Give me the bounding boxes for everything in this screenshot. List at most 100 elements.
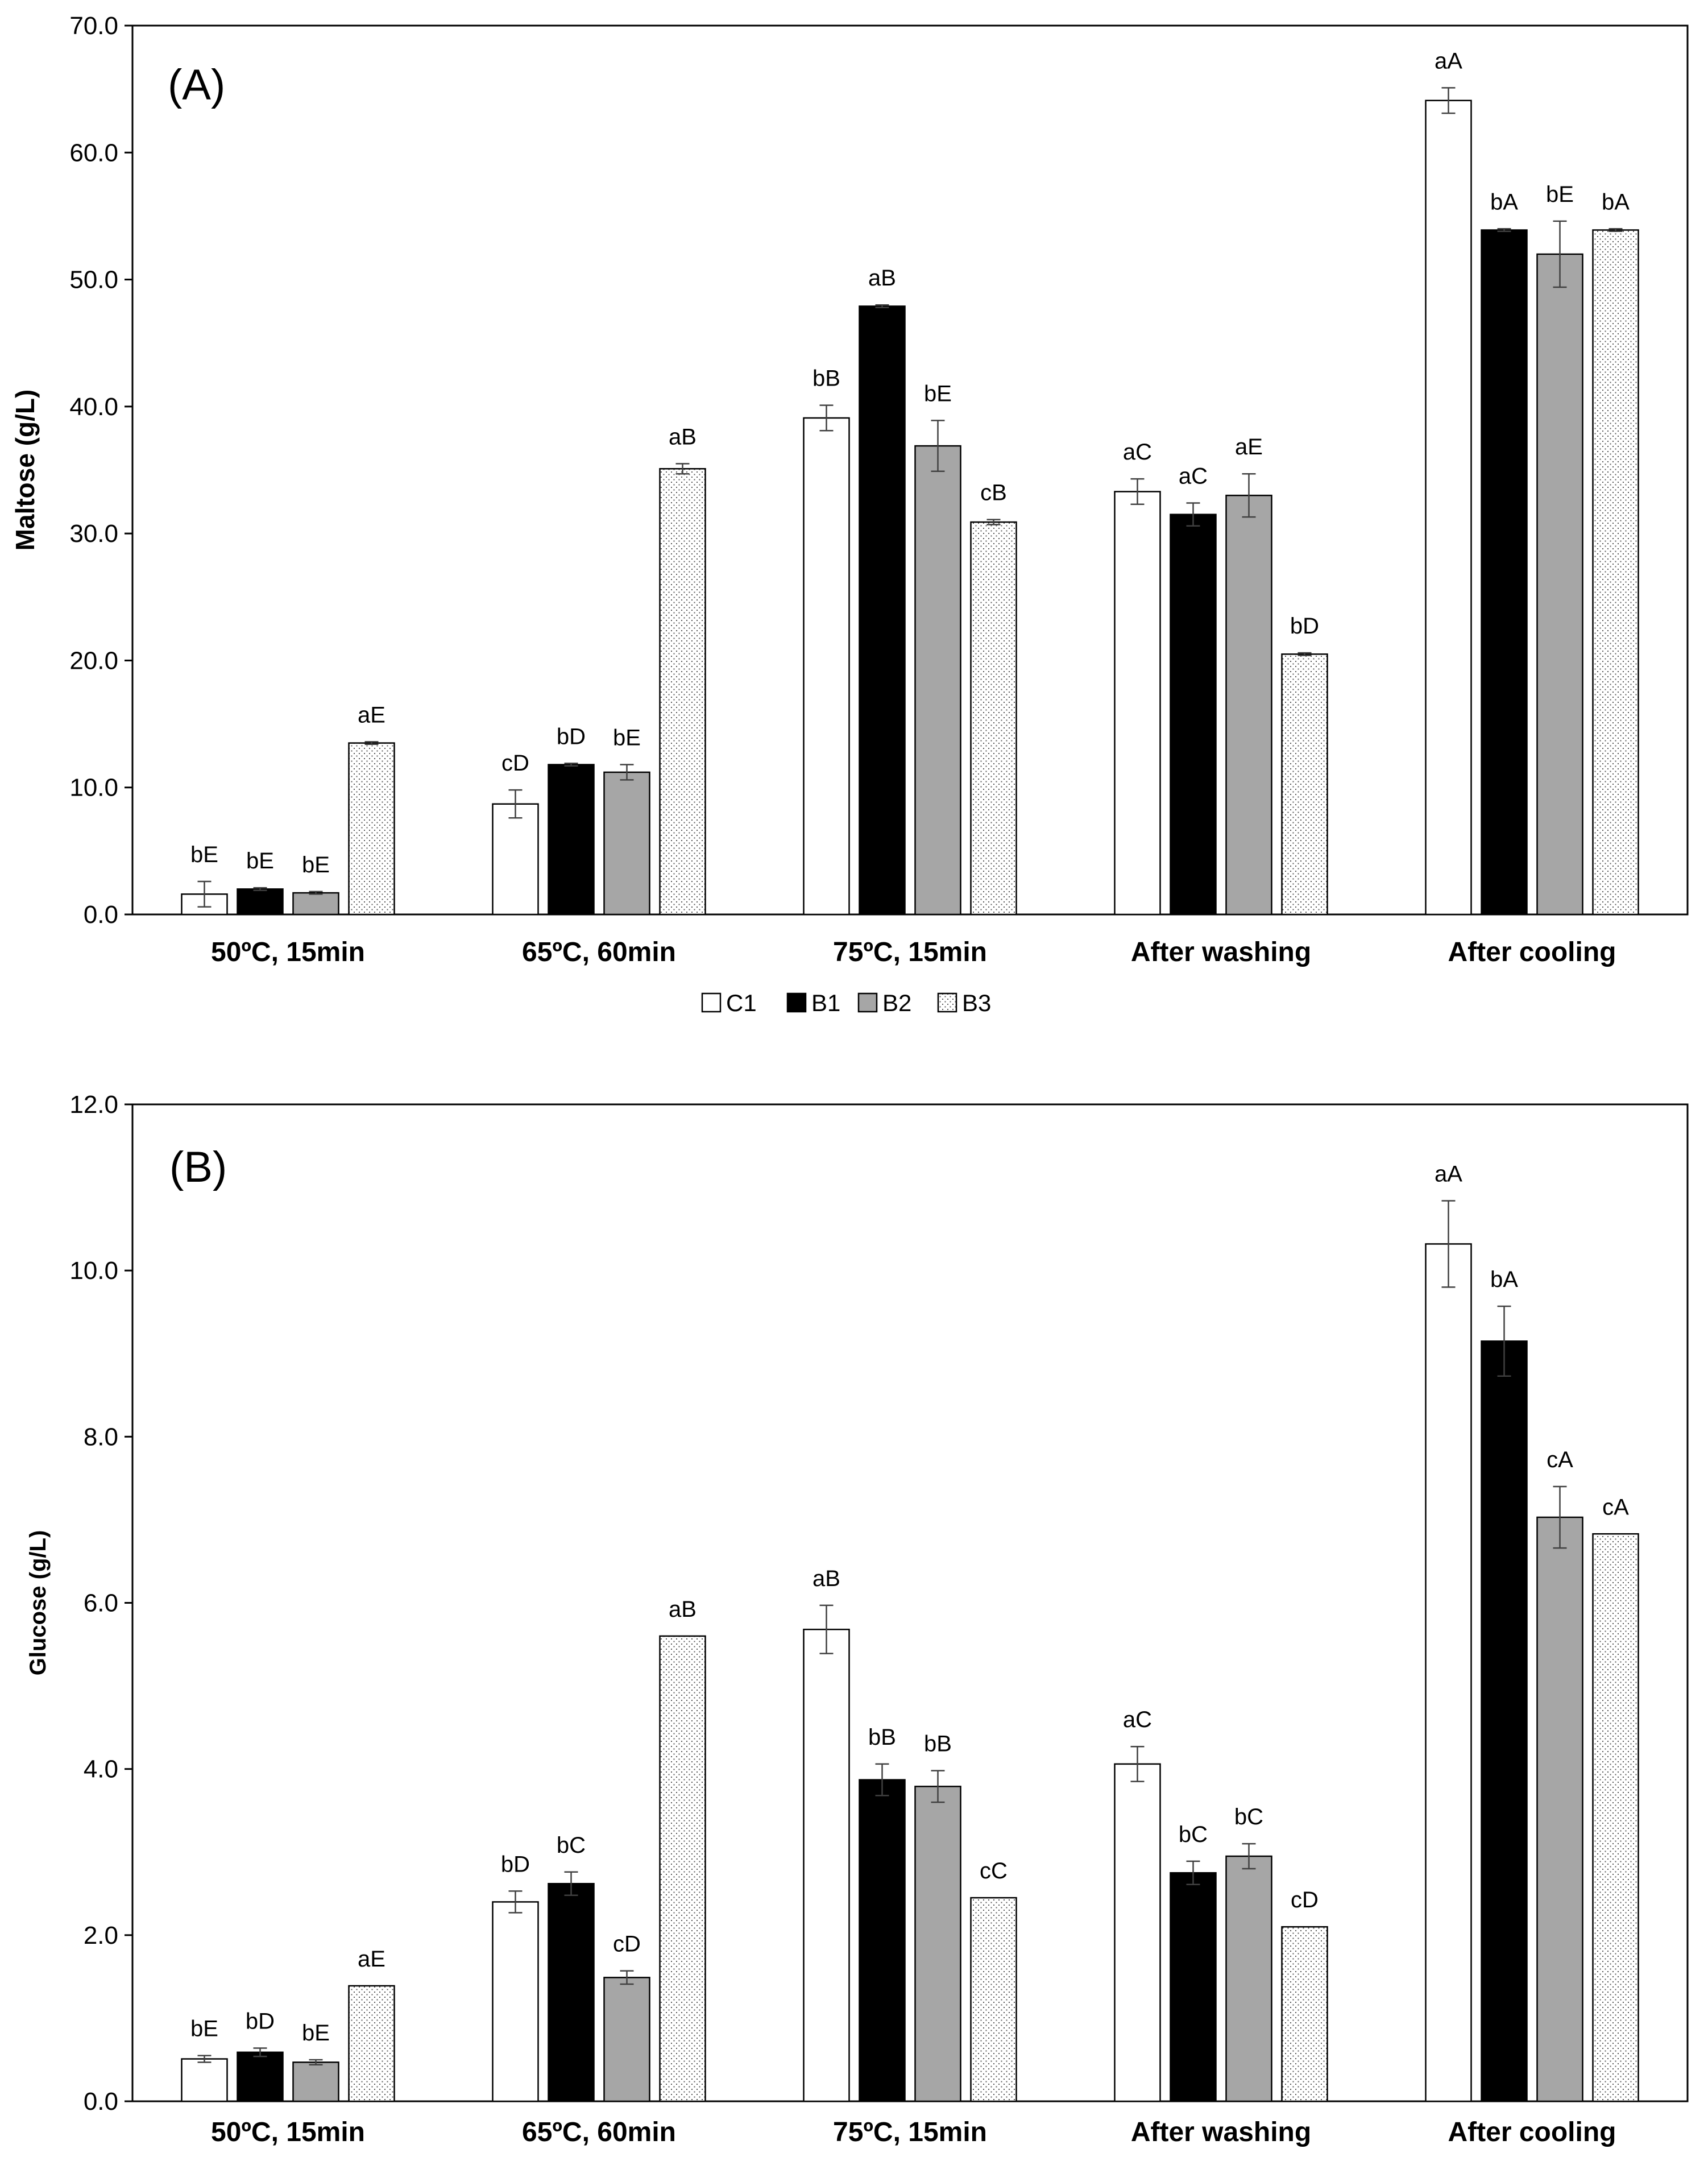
chart-a-y-tick-label: 50.0 xyxy=(69,266,118,294)
chart-b-y-tick-label: 2.0 xyxy=(84,1922,118,1949)
chart-a-data-label: bD xyxy=(557,724,586,749)
chart-a-data-label: bE xyxy=(302,852,330,877)
chart-b-bar-b2 xyxy=(292,2061,339,2102)
chart-a-data-label: cD xyxy=(501,751,529,776)
chart-a-bar-b2 xyxy=(1225,494,1272,916)
legend-label-b3: B3 xyxy=(962,990,991,1016)
chart-a-bar-c1 xyxy=(181,893,228,916)
chart-b-data-label: bE xyxy=(302,2021,330,2046)
chart-a-data-label: bE xyxy=(1546,182,1574,207)
chart-b-bar-b3 xyxy=(970,1897,1017,2102)
chart-b-data-label: bC xyxy=(1179,1822,1208,1847)
chart-a-bar-b2 xyxy=(603,771,650,916)
chart-a-y-tick-label: 40.0 xyxy=(69,393,118,421)
chart-b-data-label: bB xyxy=(868,1725,896,1750)
chart-b-bar-b2 xyxy=(914,1786,961,2102)
chart-b-y-axis-label: Glucose (g/L) xyxy=(26,1530,51,1676)
chart-a-bar-b3 xyxy=(1592,229,1639,916)
chart-a-bar-b1 xyxy=(1481,229,1528,916)
chart-a-category-label: 75ºC, 15min xyxy=(833,937,987,967)
chart-a-y-tick-label: 30.0 xyxy=(69,520,118,548)
chart-b-y-tick-label: 0.0 xyxy=(84,2088,118,2116)
legend-swatch-c1 xyxy=(701,992,722,1013)
chart-b-data-label: aB xyxy=(812,1566,840,1591)
chart-a-bar-c1 xyxy=(803,417,850,916)
chart-b-y-tick-label: 12.0 xyxy=(69,1091,118,1119)
chart-a-data-label: aE xyxy=(358,702,385,727)
chart-b-data-label: cD xyxy=(1291,1887,1319,1912)
legend-label-c1: C1 xyxy=(726,990,757,1016)
chart-a-category-group: aC aC aE bD After washing xyxy=(1114,434,1328,967)
chart-b-bar-c1 xyxy=(492,1901,539,2102)
chart-a-data-label: bD xyxy=(1290,614,1319,639)
chart-a-data-label: aB xyxy=(868,266,896,291)
chart-a-data-label: bA xyxy=(1490,189,1518,214)
chart-b-panel-label: (B) xyxy=(169,1143,227,1191)
chart-b-bar-b1 xyxy=(237,2051,284,2102)
chart-b-category-group: aA bA cA cA After cooling xyxy=(1425,1161,1639,2147)
chart-b-bar-b2 xyxy=(1225,1855,1272,2102)
chart-a-data-label: aB xyxy=(669,424,697,449)
chart-a-category-group: bB aB bE cB 75ºC, 15min xyxy=(803,266,1017,967)
chart-a-category-group: cD bD bE aB 65ºC, 60min xyxy=(492,424,706,967)
chart-a-bar-b3 xyxy=(348,742,395,916)
chart-b-data-label: cC xyxy=(980,1858,1008,1883)
chart-b-category-label: 75ºC, 15min xyxy=(833,2117,987,2147)
chart-a-y-tick-label: 0.0 xyxy=(84,901,118,929)
chart-a-y-tick-label: 10.0 xyxy=(69,774,118,802)
chart-b-bar-b1 xyxy=(548,1883,595,2102)
chart-b-y-tick-label: 4.0 xyxy=(84,1756,118,1783)
chart-a-data-label: aC xyxy=(1179,464,1208,489)
chart-b-bar-c1 xyxy=(181,2058,228,2102)
chart-a-data-label: bE xyxy=(190,842,218,867)
chart-b-bar-b2 xyxy=(1536,1516,1583,2102)
chart-a-category-label: After cooling xyxy=(1448,937,1616,967)
chart-b-data-label: bE xyxy=(190,2017,218,2042)
chart-b-bar-b3 xyxy=(1592,1533,1639,2102)
chart-a-y-tick-label: 70.0 xyxy=(69,12,118,40)
chart-a-bar-b3 xyxy=(659,468,706,916)
chart-a-y-tick-label: 60.0 xyxy=(69,139,118,167)
chart-a-panel-label: (A) xyxy=(168,61,225,109)
legend-label-b1: B1 xyxy=(811,990,840,1016)
chart-b-data-label: cD xyxy=(613,1932,641,1957)
chart-a-category-label: 65ºC, 60min xyxy=(522,937,676,967)
chart-a-data-label: bA xyxy=(1602,189,1630,214)
chart-b-data-label: aE xyxy=(358,1947,385,1972)
chart-b-bar-b3 xyxy=(1281,1926,1328,2102)
chart-a-plot-frame xyxy=(131,24,1689,916)
chart-b-bar-c1 xyxy=(803,1628,850,2102)
chart-a-data-label: cB xyxy=(980,481,1007,506)
chart-b-data-label: bA xyxy=(1490,1267,1518,1292)
chart-b-y-tick-label: 10.0 xyxy=(69,1257,118,1285)
chart-a-y-tick-label: 20.0 xyxy=(69,647,118,674)
chart-b-data-label: bD xyxy=(246,2009,275,2034)
chart-b-data-label: bC xyxy=(1234,1804,1263,1829)
chart-b-data-label: cA xyxy=(1547,1447,1573,1472)
chart-b-data-label: aC xyxy=(1123,1707,1152,1732)
chart-a-category-label: After washing xyxy=(1131,937,1311,967)
chart-b-data-label: bD xyxy=(501,1852,530,1877)
chart-a-bar-b1 xyxy=(237,888,284,916)
chart-a-bar-b1 xyxy=(548,764,595,916)
chart-a-data-label: aA xyxy=(1435,48,1462,73)
chart-b-data-label: bC xyxy=(557,1833,586,1858)
chart-a-bar-b2 xyxy=(1536,253,1583,916)
chart-b-bar-c1 xyxy=(1425,1243,1472,2102)
chart-a-bar-c1 xyxy=(1425,100,1472,916)
chart-a-bar-b3 xyxy=(970,521,1017,916)
chart-b-bar-b2 xyxy=(603,1977,650,2102)
chart-b-bar-b1 xyxy=(859,1779,906,2102)
chart-a-bar-c1 xyxy=(1114,491,1161,916)
chart-a-category-label: 50ºC, 15min xyxy=(211,937,365,967)
chart-a-bar-b1 xyxy=(859,305,906,916)
chart-b-data-label: aB xyxy=(669,1597,697,1622)
chart-a-bar-c1 xyxy=(492,803,539,916)
glucose-chart: 0.0 2.0 4.0 6.0 8.0 10.0 12.0 Glucose (g/L) (B) b… xyxy=(26,1091,1689,2147)
chart-b-bar-c1 xyxy=(1114,1763,1161,2102)
chart-a-bar-b1 xyxy=(1170,514,1217,916)
chart-a-data-label: aC xyxy=(1123,440,1152,465)
legend-swatch-b2 xyxy=(857,992,878,1013)
chart-b-data-label: aA xyxy=(1435,1161,1462,1186)
